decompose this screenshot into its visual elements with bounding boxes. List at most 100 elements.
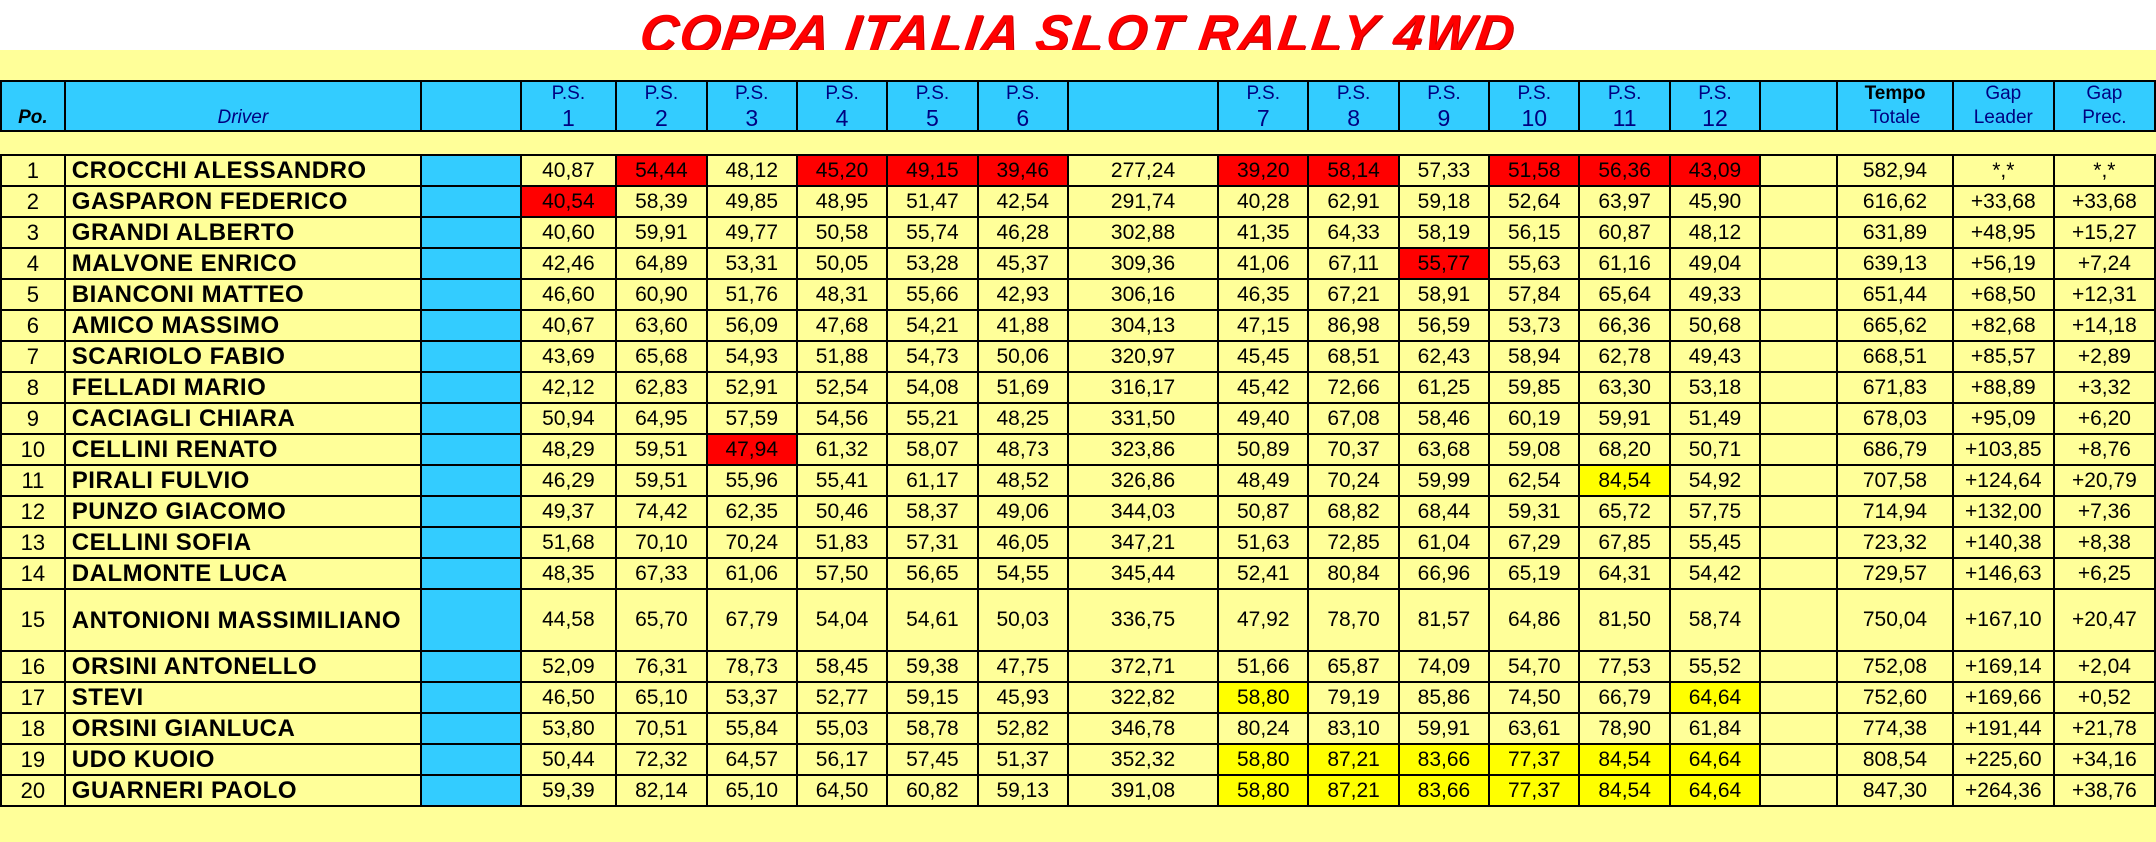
marker-cell [419,743,522,776]
subtotal-cell: 326,86 [1066,464,1220,497]
marker-cell [419,495,522,528]
total-time: 665,62 [1836,309,1954,342]
stage-time: 68,82 [1307,495,1400,528]
stage-time: 57,33 [1397,154,1491,187]
header-stage-8: P.S. 8 [1307,80,1400,132]
stage-time: 77,53 [1578,650,1671,683]
stage-time: 68,44 [1397,495,1491,528]
gap-prec: +8,38 [2052,526,2156,559]
gap-leader: +146,63 [1951,557,2055,590]
subtotal-cell: 320,97 [1066,340,1220,373]
stage-time: 67,33 [615,557,708,590]
header-blank-2 [1759,80,1839,132]
stage-time: 64,64 [1668,774,1762,807]
position-cell: 10 [0,433,66,466]
stage-time: 41,88 [976,309,1069,342]
stage-time: 65,68 [615,340,708,373]
stage-time: 45,37 [976,247,1069,280]
stage-time: 83,66 [1397,743,1491,776]
stage-time: 58,14 [1307,154,1400,187]
driver-name: UDO KUOIO [63,743,422,776]
stage-time: 64,89 [615,247,708,280]
stage-time: 67,29 [1488,526,1581,559]
total-time: 847,30 [1836,774,1954,807]
stage-time: 51,63 [1217,526,1310,559]
stage-time: 59,91 [1578,402,1671,435]
stage-time: 59,91 [615,216,708,249]
position-cell: 2 [0,185,66,218]
stage-time: 56,17 [795,743,889,776]
header-stage-7: P.S. 7 [1217,80,1310,132]
stage-time: 55,84 [705,712,798,745]
stage-time: 78,90 [1578,712,1671,745]
stage-time: 67,85 [1578,526,1671,559]
stage-time: 52,41 [1217,557,1310,590]
gap-leader: +169,14 [1951,650,2055,683]
table-row: 3 GRANDI ALBERTO 40,60 59,91 49,77 50,58 55,74… [0,216,2156,249]
stage-time: 57,31 [886,526,979,559]
gap-prec: +12,31 [2052,278,2156,311]
stage-time: 46,28 [976,216,1069,249]
header-stage-5: P.S. 5 [886,80,979,132]
table-row: 11 PIRALI FULVIO 46,29 59,51 55,96 55,41 61,17… [0,464,2156,497]
stage-time: 44,58 [519,588,618,652]
marker-cell [419,650,522,683]
gap-prec: *,* [2052,154,2156,187]
stage-time: 47,75 [976,650,1069,683]
total-time: 639,13 [1836,247,1954,280]
table-row: 18 ORSINI GIANLUCA 53,80 70,51 55,84 55,03 58,… [0,712,2156,745]
gap-prec: +8,76 [2052,433,2156,466]
subtotal-cell: 336,75 [1066,588,1220,652]
marker-cell [419,247,522,280]
marker-cell [419,681,522,714]
driver-name: CROCCHI ALESSANDRO [63,154,422,187]
stage-time: 57,84 [1488,278,1581,311]
stage-time: 58,80 [1217,743,1310,776]
stage-time: 40,28 [1217,185,1310,218]
stage-time: 58,19 [1397,216,1491,249]
stage-time: 42,46 [519,247,618,280]
spacer-row [1,131,2155,155]
table-row: 14 DALMONTE LUCA 48,35 67,33 61,06 57,50 56,65… [0,557,2156,590]
stage-time: 40,60 [519,216,618,249]
position-cell: 20 [0,774,66,807]
stage-time: 64,31 [1578,557,1671,590]
subtotal-cell: 306,16 [1066,278,1220,311]
table-row: 1 CROCCHI ALESSANDRO 40,87 54,44 48,12 45,20 4… [0,154,2156,187]
stage-time: 87,21 [1307,743,1400,776]
total-time: 750,04 [1836,588,1954,652]
total-time: 582,94 [1836,154,1954,187]
stage-time: 57,50 [795,557,889,590]
stage-time: 53,37 [705,681,798,714]
stage-time: 78,73 [705,650,798,683]
gap-leader: +56,19 [1951,247,2055,280]
stage-time: 54,21 [886,309,979,342]
subtotal-cell: 352,32 [1066,743,1220,776]
stage-time: 51,47 [886,185,979,218]
empty-cell [1759,712,1839,745]
total-time: 631,89 [1836,216,1954,249]
subtotal-cell: 277,24 [1066,154,1220,187]
stage-time: 56,65 [886,557,979,590]
stage-time: 63,30 [1578,371,1671,404]
stage-time: 70,37 [1307,433,1400,466]
stage-time: 54,08 [886,371,979,404]
table-row: 8 FELLADI MARIO 42,12 62,83 52,91 52,54 54,08 5… [0,371,2156,404]
position-cell: 1 [0,154,66,187]
stage-time: 83,66 [1397,774,1491,807]
gap-leader: +124,64 [1951,464,2055,497]
marker-cell [419,588,522,652]
results-body: Po. Driver P.S. 1 P.S. 2 P.S. 3 P.S. 4 P.S. 5 P.S. 6 P… [0,80,2156,807]
driver-name: PUNZO GIACOMO [63,495,422,528]
stage-time: 79,19 [1307,681,1400,714]
stage-time: 40,87 [519,154,618,187]
total-time: 714,94 [1836,495,1954,528]
position-cell: 15 [0,588,66,652]
table-row: 13 CELLINI SOFIA 51,68 70,10 70,24 51,83 57,31… [0,526,2156,559]
stage-time: 58,37 [886,495,979,528]
position-cell: 5 [0,278,66,311]
driver-name: PIRALI FULVIO [63,464,422,497]
stage-time: 59,15 [886,681,979,714]
stage-time: 55,03 [795,712,889,745]
stage-time: 65,19 [1488,557,1581,590]
